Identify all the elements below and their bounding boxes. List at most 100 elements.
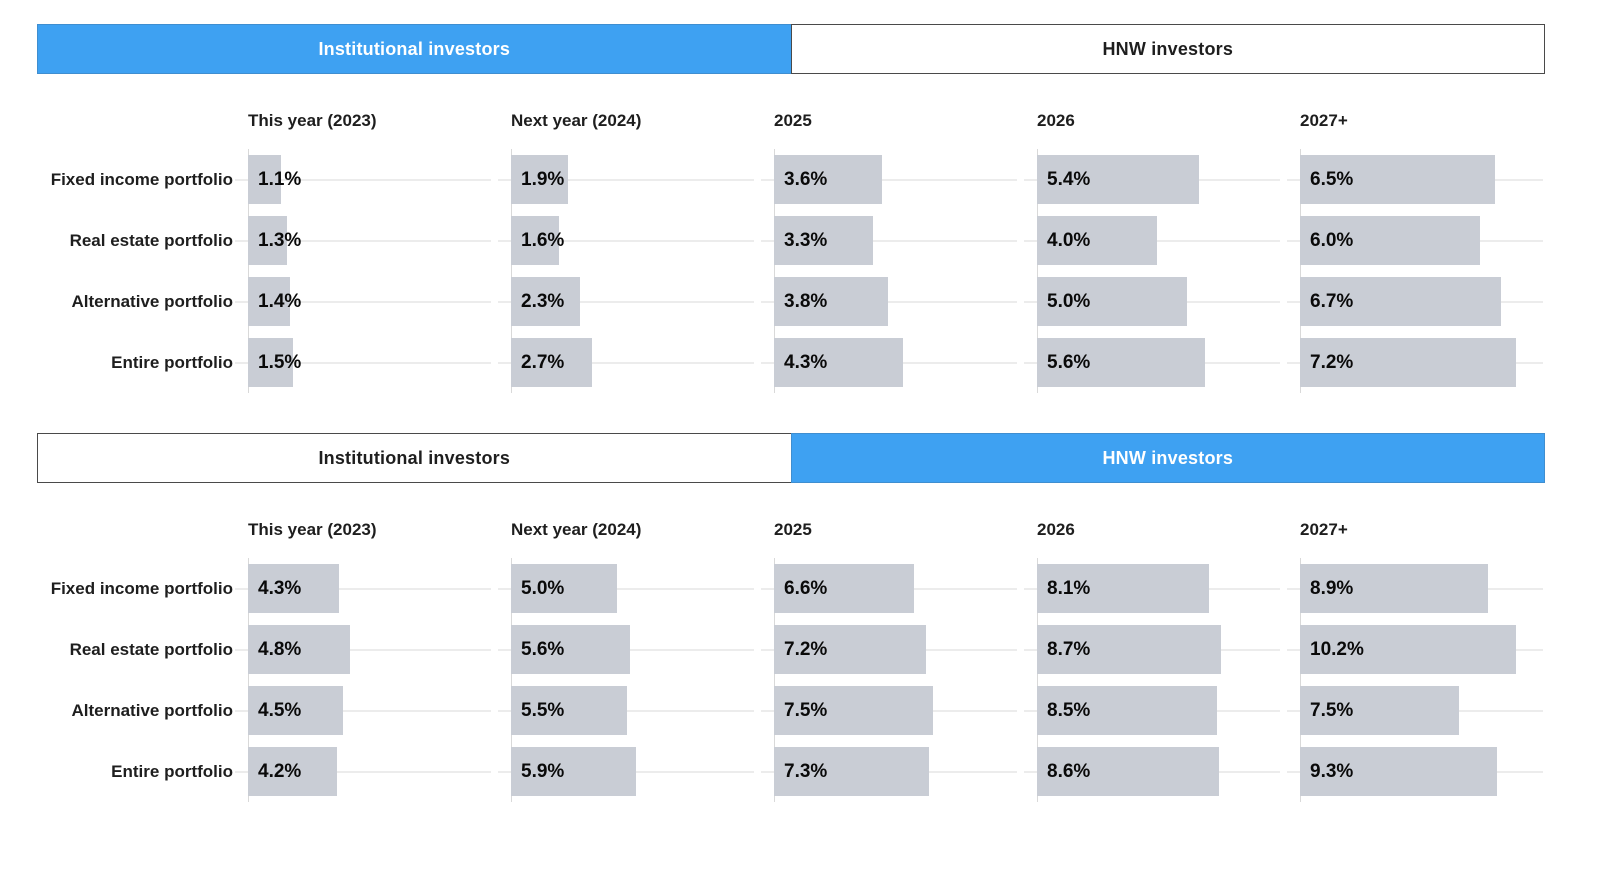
bar — [1300, 338, 1516, 387]
bar-chart-hnw: This year (2023) Next year (2024) 2025 2026… — [37, 520, 1545, 802]
value-label: 4.8% — [258, 638, 302, 660]
value-label: 2.7% — [521, 351, 565, 373]
bar-cell: 4.8% — [235, 619, 511, 680]
bar-cell: 7.3% — [761, 741, 1037, 802]
chart-panel-institutional: Institutional investors HNW investors Th… — [37, 24, 1545, 393]
bar-cell: 7.2% — [1287, 332, 1563, 393]
value-label: 5.0% — [521, 577, 565, 599]
bar — [1037, 338, 1205, 387]
row-gridline — [235, 709, 491, 712]
bar — [1300, 686, 1459, 735]
bar-cell: 8.6% — [1024, 741, 1300, 802]
tab-institutional-investors[interactable]: Institutional investors — [37, 433, 792, 483]
bar — [511, 155, 568, 204]
value-label: 9.3% — [1310, 760, 1354, 782]
bar — [248, 747, 337, 796]
row-gridline — [761, 300, 1017, 303]
value-label: 4.2% — [258, 760, 302, 782]
bar — [1037, 747, 1219, 796]
value-label: 5.5% — [521, 699, 565, 721]
column-header: Next year (2024) — [511, 111, 642, 130]
value-label: 1.9% — [521, 168, 565, 190]
row-label: Fixed income portfolio — [50, 578, 233, 598]
bar — [511, 277, 580, 326]
value-label: 7.5% — [784, 699, 828, 721]
bar — [511, 625, 630, 674]
bar-cell: 6.7% — [1287, 271, 1563, 332]
bar — [248, 338, 293, 387]
row-gridline — [498, 587, 754, 590]
row-gridline — [498, 361, 754, 364]
bar-cell: 5.0% — [498, 558, 774, 619]
bar — [774, 625, 926, 674]
row-label: Alternative portfolio — [71, 291, 233, 311]
bar-cell: 8.7% — [1024, 619, 1300, 680]
value-label: 2.3% — [521, 290, 565, 312]
bar-cell: 3.3% — [761, 210, 1037, 271]
bar — [511, 216, 559, 265]
value-label: 10.2% — [1310, 638, 1364, 660]
corner-spacer — [37, 520, 248, 558]
row-gridline — [235, 239, 491, 242]
column-header: 2026 — [1037, 111, 1075, 130]
value-label: 4.5% — [258, 699, 302, 721]
bar-cell: 4.0% — [1024, 210, 1300, 271]
row-label: Real estate portfolio — [69, 230, 233, 250]
row-gridline — [235, 361, 491, 364]
bar-cell: 8.5% — [1024, 680, 1300, 741]
value-label: 8.5% — [1047, 699, 1091, 721]
bar — [1300, 277, 1501, 326]
value-label: 6.0% — [1310, 229, 1354, 251]
value-label: 4.0% — [1047, 229, 1091, 251]
row-gridline — [498, 178, 754, 181]
value-label: 5.4% — [1047, 168, 1091, 190]
bar-cell: 2.7% — [498, 332, 774, 393]
value-label: 8.7% — [1047, 638, 1091, 660]
value-label: 6.6% — [784, 577, 828, 599]
bar-cell: 5.0% — [1024, 271, 1300, 332]
value-label: 7.5% — [1310, 699, 1354, 721]
value-label: 7.2% — [784, 638, 828, 660]
bar-cell: 3.6% — [761, 149, 1037, 210]
row-gridline — [235, 648, 491, 651]
bar — [1300, 216, 1480, 265]
row-gridline — [235, 300, 491, 303]
bar-cell: 1.4% — [235, 271, 511, 332]
bar — [1300, 564, 1488, 613]
tab-hnw-investors[interactable]: HNW investors — [790, 24, 1545, 74]
row-label: Entire portfolio — [111, 761, 233, 781]
column-header: 2026 — [1037, 520, 1075, 539]
row-gridline — [761, 178, 1017, 181]
bar — [511, 686, 627, 735]
bar-cell: 3.8% — [761, 271, 1037, 332]
column-header: 2025 — [774, 111, 812, 130]
bar-cell: 4.2% — [235, 741, 511, 802]
tab-hnw-investors[interactable]: HNW investors — [790, 433, 1545, 483]
bar-cell: 5.6% — [498, 619, 774, 680]
bar-cell: 7.5% — [1287, 680, 1563, 741]
value-label: 7.2% — [1310, 351, 1354, 373]
bar-cell: 9.3% — [1287, 741, 1563, 802]
bar — [511, 338, 592, 387]
bar-cell: 6.5% — [1287, 149, 1563, 210]
bar-cell: 4.5% — [235, 680, 511, 741]
bar — [774, 277, 888, 326]
bar-cell: 8.9% — [1287, 558, 1563, 619]
bar-chart-institutional: This year (2023) Next year (2024) 2025 2026… — [37, 111, 1545, 393]
bar — [511, 747, 636, 796]
bar — [1300, 625, 1516, 674]
bar — [248, 625, 350, 674]
bar — [774, 216, 873, 265]
value-label: 3.6% — [784, 168, 828, 190]
tab-institutional-investors[interactable]: Institutional investors — [37, 24, 792, 74]
bar-cell: 8.1% — [1024, 558, 1300, 619]
bar — [774, 564, 914, 613]
bar — [248, 277, 290, 326]
bar — [774, 338, 903, 387]
bar-cell: 5.5% — [498, 680, 774, 741]
bar-cell: 1.9% — [498, 149, 774, 210]
bar — [1037, 277, 1187, 326]
bar-cell: 1.1% — [235, 149, 511, 210]
bar — [1300, 747, 1497, 796]
